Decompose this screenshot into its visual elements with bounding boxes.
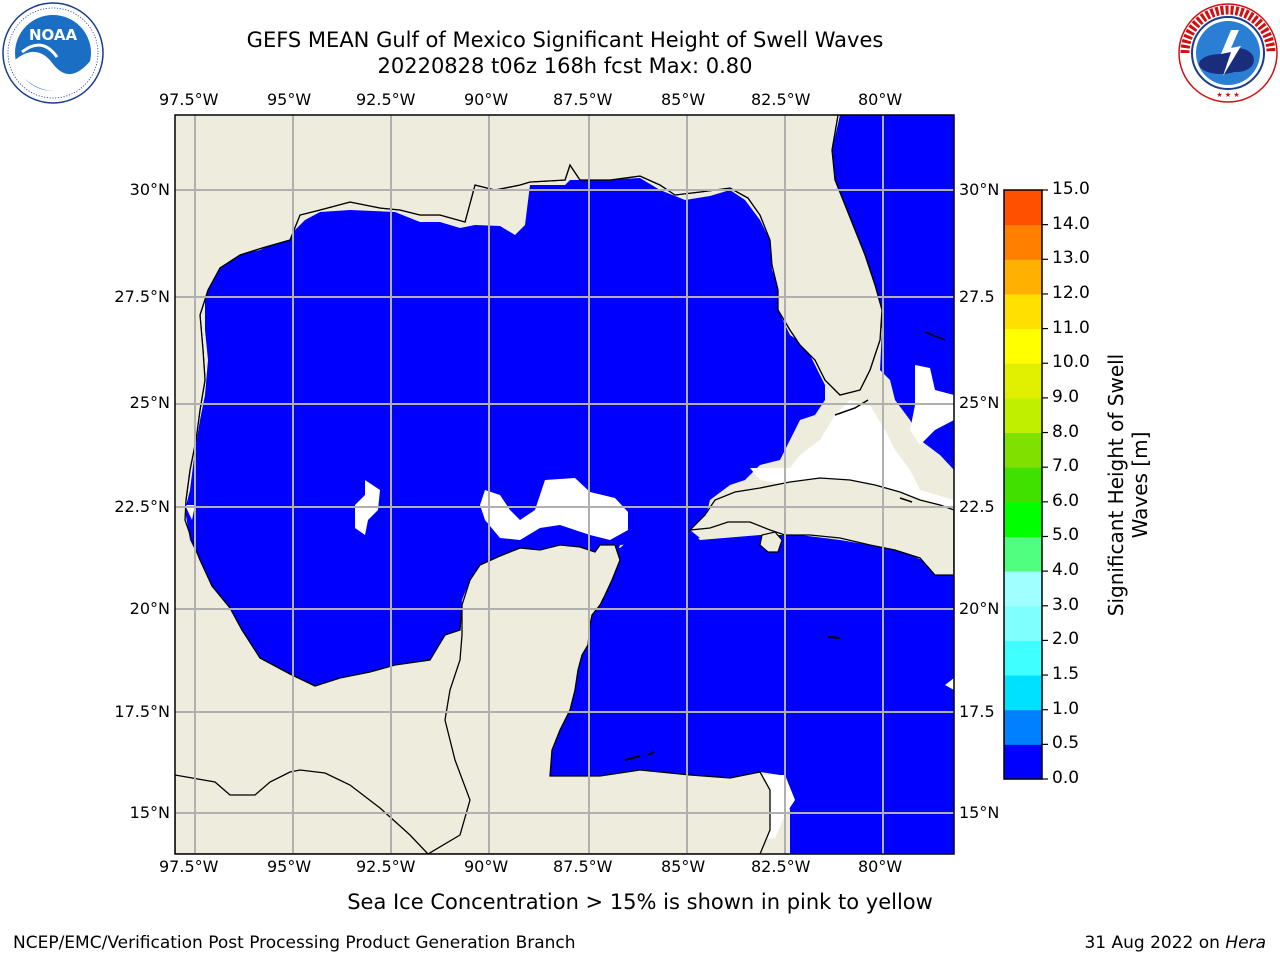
colorbar-segment xyxy=(1004,259,1042,295)
host-text: Hera xyxy=(1225,933,1266,953)
nodata-area xyxy=(480,478,628,540)
lon-label-top: 97.5°W xyxy=(159,90,219,109)
lat-label-left: 22.5°N xyxy=(114,497,170,516)
colorbar-tick-label: 13.0 xyxy=(1052,248,1090,269)
nodata-area xyxy=(945,678,954,690)
nws-logo-icon: ★ ★ ★ xyxy=(1178,3,1278,103)
colorbar-tick-label: 12.0 xyxy=(1052,282,1090,303)
caribbean-water xyxy=(550,530,954,854)
colorbar-tick-label: 10.0 xyxy=(1052,352,1090,373)
lat-label-left: 15°N xyxy=(129,803,170,822)
colorbar-tick-label: 1.5 xyxy=(1052,664,1080,685)
colorbar-segment xyxy=(1004,397,1042,434)
lon-label-bottom: 97.5°W xyxy=(159,857,219,876)
colorbar-tick-label: 6.0 xyxy=(1052,490,1080,511)
plot-title: GEFS MEAN Gulf of Mexico Significant Hei… xyxy=(246,28,884,52)
map-grid xyxy=(175,115,954,854)
lon-label-top: 95°W xyxy=(267,90,312,109)
lon-label-bottom: 80°W xyxy=(858,857,903,876)
lat-label-left: 17.5°N xyxy=(114,702,170,721)
lat-label-right: 30°N xyxy=(959,180,1000,199)
lat-label-left: 27.5°N xyxy=(114,287,170,306)
lon-label-top: 92.5°W xyxy=(356,90,416,109)
island-land xyxy=(624,636,841,761)
colorbar-segment xyxy=(1004,605,1042,641)
colorbar-segment xyxy=(1004,536,1042,572)
colorbar-tick-label: 1.0 xyxy=(1052,698,1080,719)
colorbar-segment xyxy=(1004,571,1042,607)
lon-label-top: 80°W xyxy=(858,90,903,109)
colorbar-tick-label: 7.0 xyxy=(1052,456,1080,477)
svg-text:★ ★ ★: ★ ★ ★ xyxy=(1216,91,1239,99)
colorbar-segment xyxy=(1004,501,1042,537)
lon-label-bottom: 90°W xyxy=(464,857,509,876)
lon-label-top: 87.5°W xyxy=(553,90,613,109)
colorbar-tick-label: 2.0 xyxy=(1052,629,1080,650)
colorbar-tick-label: 3.0 xyxy=(1052,594,1080,615)
lat-label-right: 25°N xyxy=(959,393,1000,412)
lat-label-left: 30°N xyxy=(129,180,170,199)
colorbar-frame xyxy=(1003,189,1043,780)
lon-label-top: 85°W xyxy=(661,90,706,109)
svg-text:NOAA: NOAA xyxy=(29,26,78,44)
lon-label-bottom: 82.5°W xyxy=(751,857,811,876)
colorbar-segment xyxy=(1004,709,1042,745)
lat-label-right: 22.5 xyxy=(959,497,995,516)
date-text: 31 Aug 2022 on xyxy=(1084,933,1220,953)
lon-label-bottom: 95°W xyxy=(267,857,312,876)
plot-subtitle: 20220828 t06z 168h fcst Max: 0.80 xyxy=(377,54,753,78)
cuba-land xyxy=(688,477,954,576)
colorbar-segment xyxy=(1004,190,1042,226)
lat-label-right: 27.5 xyxy=(959,287,995,306)
lon-label-bottom: 87.5°W xyxy=(553,857,613,876)
colorbar-title-line2: Waves [m] xyxy=(1128,431,1152,539)
colorbar-segment xyxy=(1004,640,1042,676)
coastline xyxy=(185,115,883,501)
gulf-water xyxy=(185,178,825,686)
noaa-logo-icon: NOAA xyxy=(2,2,104,104)
colorbar-segment xyxy=(1004,328,1042,364)
sea-ice-note: Sea Ice Concentration > 15% is shown in … xyxy=(347,890,933,914)
lon-label-bottom: 85°W xyxy=(661,857,706,876)
colorbar-tick-label: 11.0 xyxy=(1052,317,1090,338)
colorbar xyxy=(1004,189,1048,780)
coastline xyxy=(834,331,946,503)
colorbar-segment xyxy=(1004,467,1042,503)
colorbar-tick-label: 0.0 xyxy=(1052,768,1080,788)
colorbar-tick-label: 4.0 xyxy=(1052,560,1080,581)
lat-label-right: 17.5 xyxy=(959,702,995,721)
island-land xyxy=(759,531,783,553)
map-frame xyxy=(174,114,955,855)
colorbar-tick-label: 15.0 xyxy=(1052,179,1090,199)
lon-label-bottom: 92.5°W xyxy=(356,857,416,876)
lat-label-left: 25°N xyxy=(129,393,170,412)
colorbar-segment xyxy=(1004,432,1042,468)
nodata-area xyxy=(185,505,195,520)
florida-land xyxy=(175,115,882,500)
date-stamp: 31 Aug 2022 on Hera xyxy=(1084,933,1266,953)
colorbar-segment xyxy=(1004,675,1042,711)
colorbar-segment xyxy=(1004,744,1042,780)
lon-label-top: 90°W xyxy=(464,90,509,109)
colorbar-tick-label: 5.0 xyxy=(1052,525,1080,546)
lat-label-right: 15°N xyxy=(959,803,1000,822)
colorbar-tick-label: 8.0 xyxy=(1052,421,1080,442)
yucatan-land xyxy=(175,544,771,854)
coastline xyxy=(184,499,463,687)
colorbar-title-line1: Significant Height of Swell xyxy=(1104,353,1128,617)
lat-label-right: 20°N xyxy=(959,599,1000,618)
colorbar-tick-label: 14.0 xyxy=(1052,213,1090,234)
colorbar-tick-label: 9.0 xyxy=(1052,386,1080,407)
lon-label-top: 82.5°W xyxy=(751,90,811,109)
colorbar-segment xyxy=(1004,363,1042,399)
colorbar-tick-label: 0.5 xyxy=(1052,733,1080,754)
colorbar-segment xyxy=(1004,224,1042,260)
lat-label-left: 20°N xyxy=(129,599,170,618)
credit-text: NCEP/EMC/Verification Post Processing Pr… xyxy=(13,933,576,953)
colorbar-segment xyxy=(1004,293,1042,330)
